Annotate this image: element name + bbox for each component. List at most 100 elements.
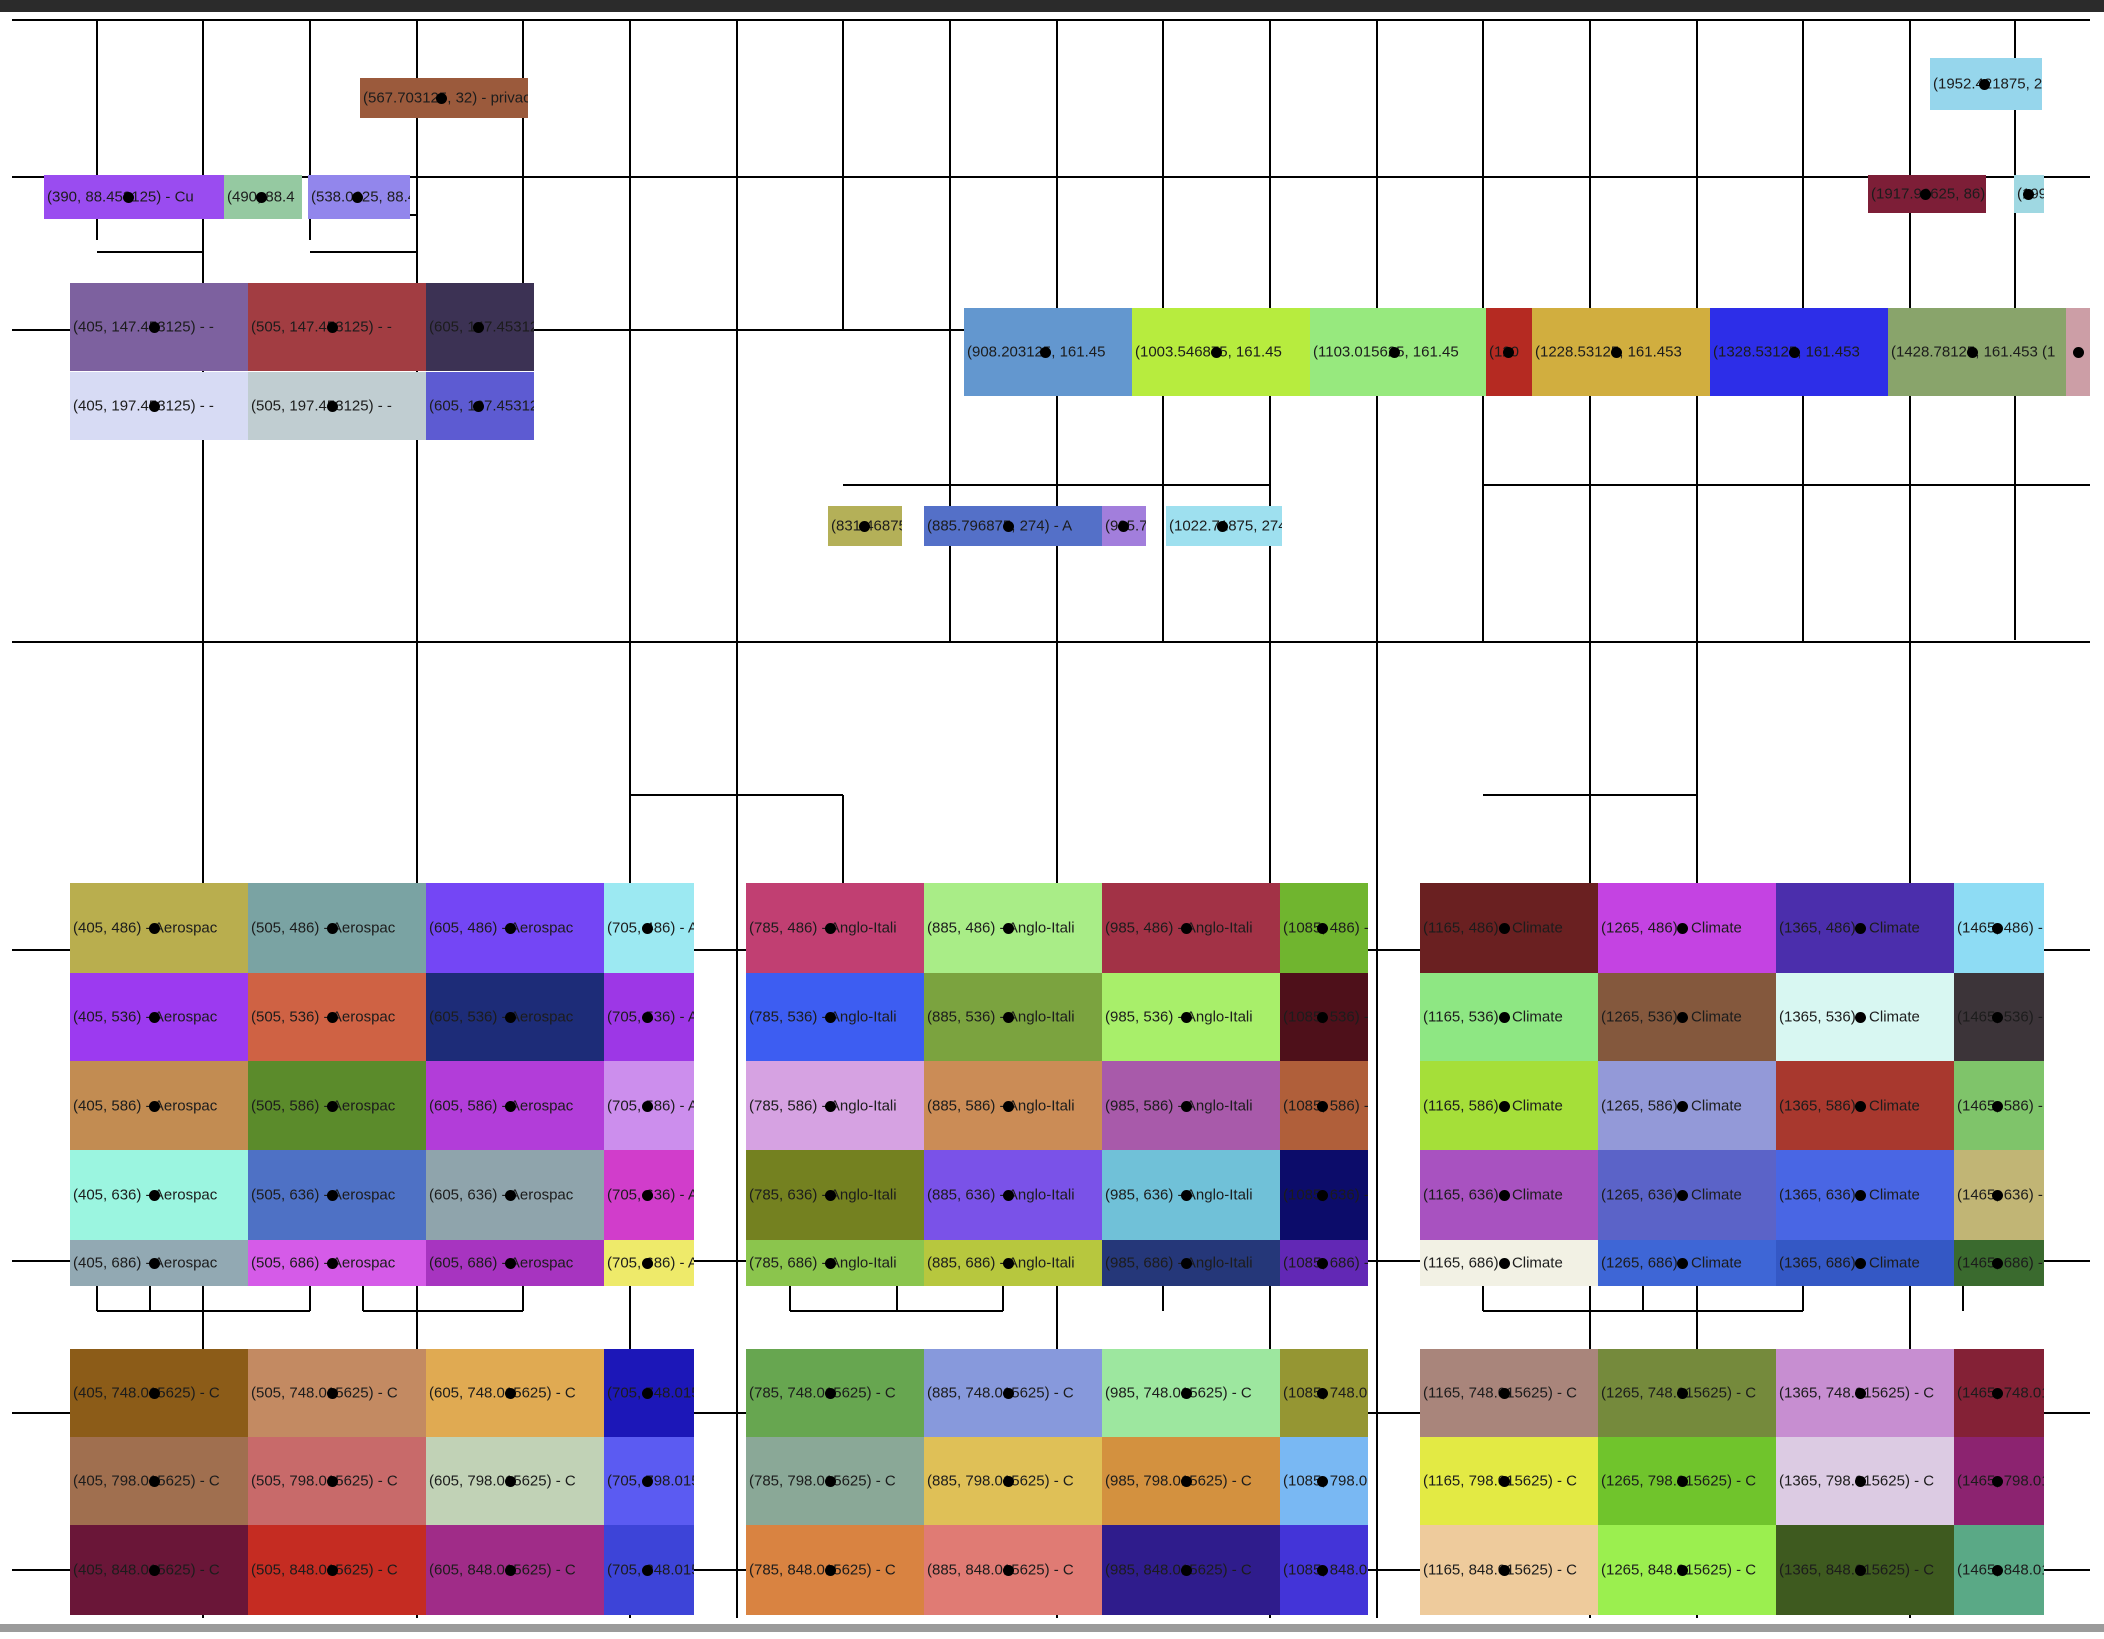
anchor-dot-icon <box>1181 1100 1192 1112</box>
element-box-label: (885, 686) - Anglo-Itali <box>927 1254 1075 1272</box>
anchor-dot-icon <box>435 93 447 104</box>
anchor-dot-icon <box>1992 1100 2004 1112</box>
anchor-dot-icon <box>1003 1100 1014 1112</box>
anchor-dot-icon <box>1789 347 1800 358</box>
element-box-a-40: (785, 636) - Anglo-Itali <box>746 1150 924 1240</box>
element-box-label: (985, 586) - Anglo-Itali <box>1105 1097 1253 1114</box>
anchor-dot-icon <box>1216 521 1228 532</box>
element-box-label: (605, 748.015625) - C <box>429 1384 576 1402</box>
anchor-dot-icon <box>1003 1388 1014 1399</box>
anchor-dot-icon <box>327 1100 338 1112</box>
anchor-dot-icon <box>1499 1388 1510 1399</box>
element-box-label: (885, 636) - Anglo-Itali <box>927 1186 1075 1204</box>
element-box-label: (985, 486) - Anglo-Itali <box>1105 919 1253 937</box>
element-box-label: (505, 486) - Aerospac <box>251 919 396 937</box>
element-box-a-57: (1265, 686) - Climate <box>1598 1240 1776 1286</box>
element-box-label: (405, 686) - Aerospac <box>73 1254 218 1272</box>
anchor-dot-icon <box>1003 521 1014 532</box>
anchor-dot-icon <box>1181 1012 1192 1023</box>
anchor-dot-icon <box>149 1476 160 1487</box>
anchor-dot-icon <box>1992 1258 2004 1269</box>
element-box-label: (785, 586) - Anglo-Itali <box>749 1097 897 1114</box>
anchor-dot-icon <box>351 192 363 203</box>
anchor-dot-icon <box>327 322 338 333</box>
anchor-dot-icon <box>1992 1012 2004 1023</box>
element-box-label: (505, 686) - Aerospac <box>251 1254 396 1272</box>
anchor-dot-icon <box>1499 1565 1510 1576</box>
element-box-top-15: (1103.015625, 161.45 <box>1310 308 1486 396</box>
element-box-b-19: (1085, 798.015625) - C <box>1280 1437 1368 1525</box>
anchor-dot-icon <box>327 1012 338 1023</box>
anchor-dot-icon <box>327 1258 338 1269</box>
anchor-dot-icon <box>1967 347 1978 358</box>
element-box-label: (885, 586) - Anglo-Itali <box>927 1097 1075 1114</box>
anchor-dot-icon <box>1978 79 1990 90</box>
anchor-dot-icon <box>642 1100 654 1112</box>
anchor-dot-icon <box>825 1388 836 1399</box>
element-box-b-29: (885, 848.015625) - C <box>924 1525 1102 1615</box>
anchor-dot-icon <box>1003 1565 1014 1576</box>
element-box-label: (1265, 486) - Climate <box>1601 919 1742 937</box>
element-box-label: (1003.546875, 161.45 <box>1135 343 1282 361</box>
element-box-label: (1228.53125, 161.453 <box>1535 343 1682 361</box>
element-box-a-8: (1165, 486) - Climate <box>1420 883 1598 973</box>
anchor-dot-icon <box>825 1012 836 1023</box>
element-box-a-33: (1265, 586) - Climate <box>1598 1061 1776 1150</box>
element-box-label: (505, 848.015625) - C <box>251 1561 398 1579</box>
anchor-dot-icon <box>327 923 338 934</box>
anchor-dot-icon <box>472 322 484 333</box>
anchor-dot-icon <box>1181 1190 1192 1201</box>
element-box-label: (1165, 486) - Climate <box>1423 919 1563 937</box>
anchor-dot-icon <box>1039 347 1051 358</box>
anchor-dot-icon <box>1855 1388 1866 1399</box>
anchor-dot-icon <box>642 1258 654 1269</box>
anchor-dot-icon <box>1181 1388 1192 1399</box>
anchor-dot-icon <box>256 192 268 203</box>
element-box-label: (605, 636) - Aerospac <box>429 1186 574 1204</box>
anchor-dot-icon <box>1118 521 1130 532</box>
element-box-label: (785, 848.015625) - C <box>749 1561 896 1579</box>
element-box-label: (1165, 586) - Climate <box>1423 1097 1563 1114</box>
element-box-top-2: (390, 88.453125) - Cu <box>44 175 224 219</box>
element-box-label: (1103.015625, 161.45 <box>1313 343 1459 361</box>
element-box-label: (1365, 536) - Climate <box>1779 1008 1920 1026</box>
anchor-dot-icon <box>825 1190 836 1201</box>
element-box-label: (785, 798.015625) - C <box>749 1472 896 1490</box>
element-box-label: (785, 536) - Anglo-Itali <box>749 1008 897 1026</box>
element-box-label: (405, 486) - Aerospac <box>73 919 218 937</box>
anchor-dot-icon <box>1499 923 1510 934</box>
anchor-dot-icon <box>1499 1100 1510 1112</box>
anchor-dot-icon <box>1992 1565 2004 1576</box>
anchor-dot-icon <box>1499 1012 1510 1023</box>
anchor-dot-icon <box>149 1012 160 1023</box>
anchor-dot-icon <box>1855 1012 1866 1023</box>
anchor-dot-icon <box>1499 1476 1510 1487</box>
anchor-dot-icon <box>1503 347 1515 358</box>
anchor-dot-icon <box>505 1565 516 1576</box>
anchor-dot-icon <box>1855 1190 1866 1201</box>
element-box-b-18: (985, 798.015625) - C <box>1102 1437 1280 1525</box>
element-box-label: (785, 636) - Anglo-Itali <box>749 1186 897 1204</box>
element-box-label: (505, 586) - Aerospac <box>251 1097 396 1114</box>
anchor-dot-icon <box>825 923 836 934</box>
element-box-label: (605, 536) - Aerospac <box>429 1008 574 1026</box>
anchor-dot-icon <box>1855 1476 1866 1487</box>
anchor-dot-icon <box>149 401 160 412</box>
element-box-label: (1165, 536) - Climate <box>1423 1008 1563 1026</box>
anchor-dot-icon <box>1992 1190 2004 1201</box>
anchor-dot-icon <box>149 322 160 333</box>
element-box-label: (885.796875, 274) - A <box>927 517 1073 535</box>
element-box-label: (505, 636) - Aerospac <box>251 1186 396 1204</box>
anchor-dot-icon <box>1919 189 1931 200</box>
element-box-label: (505, 197.453125) - - <box>251 397 392 415</box>
element-box-label: (1165, 636) - Climate <box>1423 1186 1563 1204</box>
anchor-dot-icon <box>1992 1388 2004 1399</box>
anchor-dot-icon <box>1855 1565 1866 1576</box>
element-box-b-6: (985, 748.015625) - C <box>1102 1349 1280 1437</box>
window-top-frame <box>0 0 2104 12</box>
element-box-label: (1265, 536) - Climate <box>1601 1008 1742 1026</box>
window-bottom-frame <box>0 1624 2104 1632</box>
element-box-label: (885, 536) - Anglo-Itali <box>927 1008 1075 1026</box>
anchor-dot-icon <box>1499 1190 1510 1201</box>
element-box-label: (985, 848.015625) - C <box>1105 1561 1252 1579</box>
